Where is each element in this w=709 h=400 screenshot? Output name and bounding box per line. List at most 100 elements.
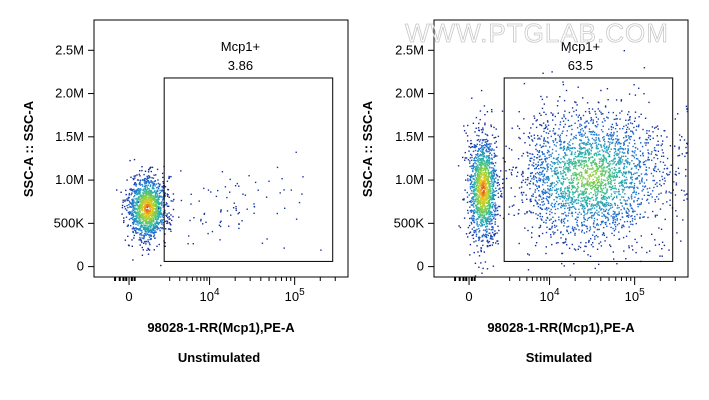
event-dot <box>623 152 626 154</box>
event-dot <box>618 222 620 225</box>
event-dot <box>582 97 584 99</box>
event-dot <box>151 206 154 208</box>
event-dot <box>622 152 625 154</box>
event-dot <box>604 198 606 200</box>
event-dot <box>581 171 583 174</box>
event-dot <box>605 171 607 173</box>
event-dot <box>483 176 485 178</box>
event-dot <box>146 190 148 192</box>
event-dot <box>485 194 487 196</box>
event-dot <box>483 175 485 177</box>
event-dot <box>483 217 486 220</box>
event-dot <box>488 228 490 230</box>
event-dot <box>477 175 479 177</box>
event-dot <box>601 149 603 151</box>
event-dot <box>590 198 592 200</box>
event-dot <box>151 220 153 222</box>
event-dot <box>487 183 490 185</box>
event-dot <box>153 197 155 200</box>
event-dot <box>480 171 482 173</box>
event-dot <box>167 217 169 219</box>
event-dot <box>608 164 610 166</box>
event-dot <box>150 203 152 205</box>
event-dot <box>554 208 557 211</box>
event-dot <box>158 211 160 213</box>
event-dot <box>131 210 133 212</box>
event-dot <box>144 187 146 190</box>
event-dot <box>139 229 141 231</box>
event-dot <box>482 169 485 172</box>
event-dot <box>161 219 163 221</box>
event-dot <box>491 231 494 234</box>
event-dot <box>155 196 157 199</box>
event-dot <box>634 150 636 152</box>
event-dot <box>630 183 632 185</box>
event-dot <box>574 211 577 214</box>
event-dot <box>496 185 499 187</box>
event-dot <box>488 191 490 193</box>
event-dot <box>553 182 555 184</box>
event-dot <box>477 176 480 179</box>
event-dot <box>536 201 538 204</box>
event-dot <box>616 217 618 220</box>
event-dot <box>561 195 563 197</box>
event-dot <box>160 212 162 214</box>
event-dot <box>607 178 610 181</box>
event-dot <box>490 229 492 231</box>
event-dot <box>220 209 222 211</box>
event-dot <box>570 199 572 201</box>
event-dot <box>613 191 615 193</box>
event-dot <box>581 192 584 194</box>
event-dot <box>144 183 146 185</box>
event-dot <box>620 163 622 165</box>
event-dot <box>588 198 590 200</box>
event-dot <box>159 189 161 192</box>
event-dot <box>574 167 577 169</box>
event-dot <box>470 139 472 142</box>
event-dot <box>656 214 658 216</box>
event-dot <box>498 229 500 232</box>
event-dot <box>539 207 541 209</box>
event-dot <box>141 254 144 256</box>
mcp1-gate[interactable] <box>163 77 334 262</box>
event-dot <box>136 188 139 191</box>
event-dot <box>645 142 648 144</box>
event-dot <box>540 171 542 174</box>
event-dot <box>631 154 633 157</box>
event-dot <box>588 108 590 110</box>
event-dot <box>160 221 163 223</box>
event-dot <box>489 186 491 189</box>
event-dot <box>467 174 469 177</box>
event-dot <box>634 165 636 167</box>
event-dot <box>481 170 483 172</box>
event-dot <box>120 191 122 193</box>
event-dot <box>466 135 469 137</box>
event-dot <box>536 143 538 145</box>
event-dot <box>156 203 159 205</box>
event-dot <box>478 209 481 212</box>
event-dot <box>473 187 475 189</box>
event-dot <box>592 130 594 132</box>
event-dot <box>234 185 237 187</box>
event-dot <box>161 196 163 198</box>
event-dot <box>587 209 589 211</box>
event-dot <box>485 223 488 225</box>
event-dot <box>623 186 626 189</box>
event-dot <box>538 185 540 188</box>
event-dot <box>479 144 481 146</box>
event-dot <box>471 234 473 237</box>
event-dot <box>481 150 484 152</box>
event-dot <box>508 213 510 215</box>
event-dot <box>585 165 587 167</box>
event-dot <box>477 154 479 156</box>
event-dot <box>516 175 518 177</box>
event-dot <box>144 205 146 207</box>
event-dot <box>562 130 564 132</box>
event-dot <box>492 177 494 180</box>
event-dot <box>674 173 676 175</box>
event-dot <box>553 199 555 201</box>
event-dot <box>561 160 564 163</box>
event-dot <box>613 152 616 154</box>
event-dot <box>515 167 517 169</box>
